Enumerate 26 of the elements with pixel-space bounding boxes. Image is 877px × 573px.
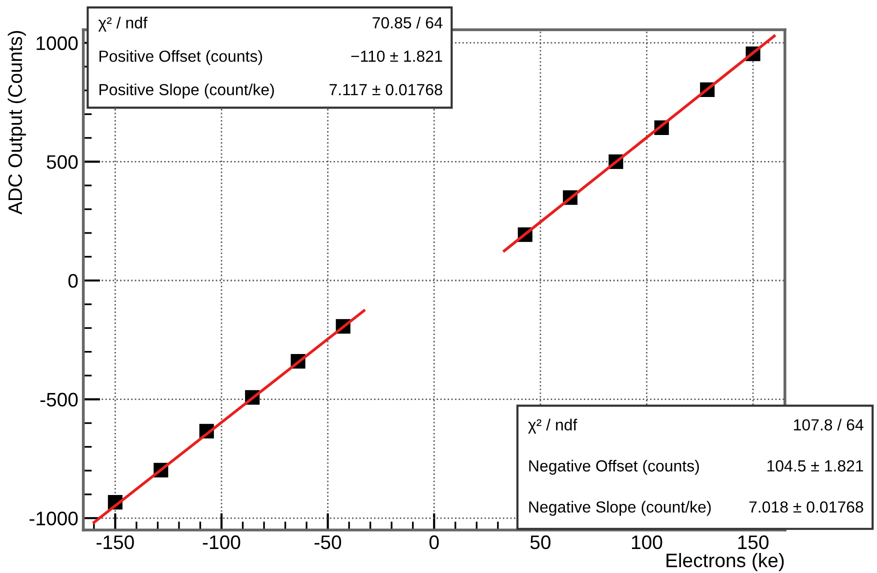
x-tick-label: 0	[429, 535, 439, 550]
y-tick-label: 1000	[36, 36, 78, 50]
annotation: Positive Slope (count/ke)	[100, 84, 274, 98]
annotation: χ² / ndf	[528, 418, 578, 434]
text: 107.8 / 64	[794, 418, 864, 431]
annotation: χ² / ndf	[98, 16, 148, 32]
annotation: 7.018 ± 0.01768	[749, 501, 864, 513]
x-tick-label: -150	[96, 535, 134, 550]
x-axis-title: Electrons (ke)	[666, 553, 784, 572]
annotation: Negative Slope (count/ke)	[529, 500, 711, 516]
annotation: 104.5 ± 1.821	[767, 460, 864, 472]
y-tick-label: -500	[40, 392, 78, 407]
x-tick-label: 100	[632, 535, 662, 550]
text: 70.85 / 64	[372, 16, 442, 28]
annotation: Negative Offset (counts)	[529, 460, 699, 475]
x-tick-label: 50	[530, 535, 550, 550]
x-tick-label: -50	[314, 535, 342, 550]
y-tick-label: -1000	[30, 512, 78, 526]
x-tick-label: 150	[738, 535, 768, 550]
y-axis-title: ADC Output (Counts)	[8, 30, 26, 215]
annotation: −110 ± 1.821	[351, 50, 442, 62]
annotation: 7.117 ± 0.01768	[330, 84, 442, 96]
annotation: Positive Offset (counts)	[100, 50, 262, 66]
y-tick-label: 0	[68, 274, 78, 288]
y-tick-label: 500	[46, 155, 78, 169]
x-tick-label: -100	[202, 535, 240, 550]
